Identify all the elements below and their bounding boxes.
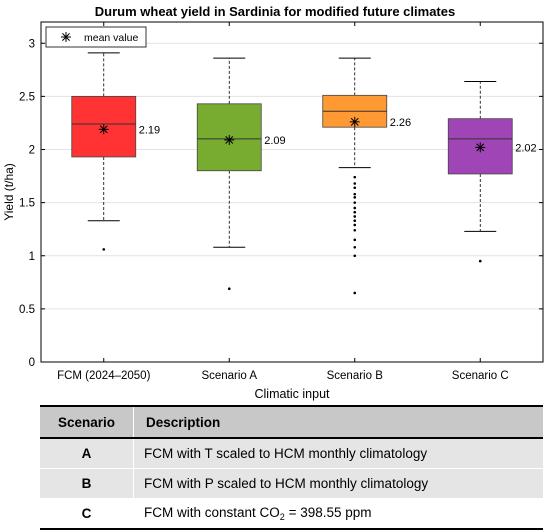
outlier-point	[353, 254, 357, 258]
plot-background	[41, 22, 543, 362]
x-tick-label: Scenario B	[327, 370, 384, 382]
boxplot-chart: 2.19 2.09 2.26 2.02 0 0.5 1 1.5 2 2.5 3 FCM (2024–…	[2, 4, 544, 401]
y-axis-label: Yield (t/ha)	[2, 163, 16, 221]
legend-label: mean value	[84, 32, 138, 44]
y-tick-label: 0	[29, 357, 35, 369]
chart-title: Durum wheat yield in Sardinia for modifi…	[95, 4, 455, 19]
outlier-point	[353, 238, 357, 242]
y-tick-label: 2.5	[19, 91, 35, 103]
outlier-point	[353, 206, 357, 210]
outlier-point	[478, 259, 482, 263]
chart-svg: 2.19 2.09 2.26 2.02 0 0.5 1 1.5 2 2.5 3 FCM (2024–…	[2, 4, 544, 401]
y-tick-label: 0.5	[19, 304, 35, 316]
box-group: 2.26	[322, 57, 411, 295]
legend-mean-marker	[61, 32, 71, 42]
cell-description: FCM with T scaled to HCM monthly climato…	[133, 438, 543, 469]
box-series: 2.19 2.09 2.26 2.02	[71, 52, 537, 295]
mean-marker	[224, 134, 235, 145]
y-tick-label: 2	[29, 145, 35, 157]
outlier-point	[353, 201, 357, 204]
x-axis-label: Climatic input	[254, 387, 330, 401]
outlier-point	[353, 182, 357, 185]
outlier-point	[353, 219, 357, 222]
table-row: A FCM with T scaled to HCM monthly clima…	[40, 438, 543, 469]
legend-box	[45, 26, 147, 48]
mean-value-label: 2.02	[515, 142, 536, 154]
y-tick-label: 1.5	[19, 198, 35, 210]
y-tick-label: 1	[29, 251, 35, 263]
scenario-description-table: Scenario Description A FCM with T scaled…	[40, 405, 543, 530]
mean-marker	[98, 124, 109, 135]
y-tick-label: 3	[29, 38, 35, 50]
cell-description: FCM with constant CO2 = 398.55 ppm	[133, 498, 543, 530]
outlier-point	[102, 248, 106, 251]
box-group: 2.19	[71, 52, 160, 251]
cell-scenario: A	[40, 438, 134, 469]
mean-value-label: 2.09	[264, 135, 285, 147]
outlier-point	[353, 175, 357, 179]
x-tick-label: Scenario A	[201, 370, 257, 382]
outlier-point	[353, 215, 357, 218]
mean-marker-stroke	[350, 117, 359, 126]
outlier-point	[353, 223, 357, 227]
x-tick-label: Scenario C	[452, 370, 509, 382]
mean-value-label: 2.19	[139, 124, 160, 136]
header-description: Description	[133, 405, 543, 439]
cell-scenario: C	[40, 498, 134, 530]
outlier-point	[353, 245, 357, 249]
outlier-point	[227, 287, 231, 290]
desc-suffix: = 398.55 ppm	[284, 505, 372, 520]
plot-frame	[40, 21, 544, 363]
box-group: 2.02	[447, 81, 537, 263]
outlier-point	[353, 196, 357, 199]
outlier-point	[353, 228, 357, 232]
legend: mean value	[45, 26, 147, 48]
x-tick-label: FCM (2024–2050)	[57, 370, 150, 382]
table-row: C FCM with constant CO2 = 398.55 ppm	[40, 498, 543, 530]
axes: 0 0.5 1 1.5 2 2.5 3 FCM (2024–2050) Scenario A Sc…	[19, 22, 543, 382]
header-scenario: Scenario	[40, 405, 134, 439]
mean-marker	[349, 116, 360, 127]
outlier-point	[353, 291, 357, 295]
table-row: B FCM with P scaled to HCM monthly clima…	[40, 468, 543, 499]
desc-subscript: 2	[279, 512, 285, 522]
mean-marker-stroke	[225, 135, 234, 144]
table-header-row: Scenario Description	[40, 405, 543, 439]
cell-description: FCM with P scaled to HCM monthly climato…	[133, 468, 543, 499]
mean-marker-stroke	[476, 143, 485, 152]
cell-scenario: B	[40, 468, 134, 499]
desc-prefix: FCM with constant CO	[144, 505, 280, 520]
mean-marker	[475, 142, 486, 153]
mean-marker-stroke	[99, 125, 108, 134]
outlier-point	[353, 192, 357, 196]
box-group: 2.09	[196, 57, 286, 290]
mean-value-label: 2.26	[390, 117, 411, 129]
outlier-point	[353, 210, 357, 214]
outlier-point	[353, 186, 357, 190]
